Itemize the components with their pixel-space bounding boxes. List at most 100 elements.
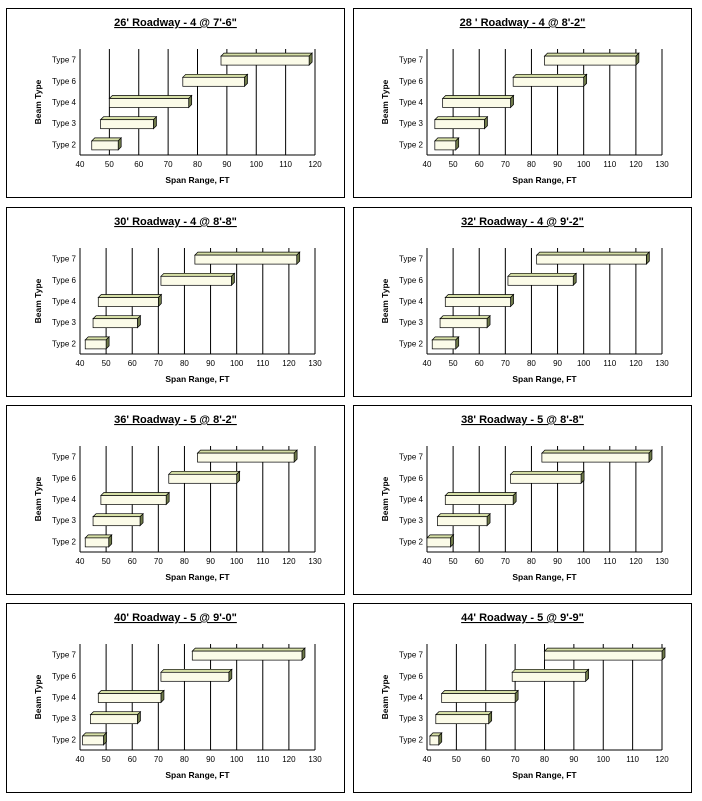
x-tick-label: 90 — [553, 359, 562, 368]
x-tick-label: 50 — [102, 359, 111, 368]
y-category-label: Type 4 — [52, 297, 77, 306]
bar-top-face — [97, 294, 163, 298]
bar-front-face — [90, 714, 138, 725]
y-axis-title: Beam Type — [33, 278, 43, 323]
range-bar-type-3 — [434, 710, 493, 725]
range-bar-type-3 — [92, 314, 142, 329]
range-bar-type-7 — [196, 449, 298, 463]
y-category-label: Type 6 — [52, 474, 77, 483]
chart-panel-28ft-roadway: 28 ' Roadway - 4 @ 8'-2" 40 50 60 70 80 90 100 1… — [353, 8, 692, 198]
x-tick-label: 90 — [222, 160, 231, 169]
x-tick-label: 50 — [449, 359, 458, 368]
y-category-label: Type 2 — [52, 735, 77, 744]
x-tick-label: 80 — [527, 160, 536, 169]
x-tick-label: 70 — [154, 557, 163, 566]
bar-top-face — [84, 534, 113, 539]
x-tick-label: 50 — [102, 557, 111, 566]
range-bar-type-3 — [92, 512, 144, 527]
x-tick-label: 90 — [553, 160, 562, 169]
y-category-label: Type 2 — [399, 537, 424, 546]
chart-title: 36' Roadway - 5 @ 8'-2" — [114, 414, 237, 426]
y-category-label: Type 3 — [52, 516, 77, 525]
y-category-label: Type 3 — [399, 119, 424, 128]
y-category-label: Type 2 — [399, 339, 424, 348]
y-category-label: Type 3 — [52, 714, 77, 723]
bar-front-face — [220, 55, 310, 66]
bar-front-face — [511, 671, 586, 682]
bar-top-face — [90, 137, 123, 142]
x-tick-label: 70 — [154, 755, 163, 764]
x-axis-title: Span Range, FT — [165, 572, 230, 582]
y-axis-title: Beam Type — [33, 674, 43, 719]
x-tick-label: 50 — [449, 160, 458, 169]
x-tick-label: 90 — [206, 359, 215, 368]
x-tick-label: 100 — [230, 755, 244, 764]
x-tick-label: 40 — [423, 557, 432, 566]
x-tick-label: 60 — [134, 160, 143, 169]
y-category-label: Type 7 — [52, 255, 77, 264]
x-tick-label: 40 — [423, 160, 432, 169]
y-category-label: Type 4 — [52, 98, 77, 107]
bar-front-face — [97, 297, 159, 307]
chart-panel-32ft-roadway: 32' Roadway - 4 @ 9'-2" 40 50 60 70 80 90 100 11… — [353, 207, 692, 397]
x-tick-label: 40 — [76, 557, 85, 566]
chart-panel-26ft-roadway: 26' Roadway - 4 @ 7'-6" 40 50 60 70 80 90 100 11… — [6, 8, 345, 198]
bar-top-face — [439, 315, 491, 320]
y-axis-title: Beam Type — [380, 278, 390, 323]
y-axis-title: Beam Type — [380, 476, 390, 521]
x-tick-label: 120 — [629, 160, 643, 169]
range-bar-type-3 — [439, 314, 491, 329]
x-tick-label: 130 — [308, 359, 322, 368]
bar-top-face — [444, 492, 518, 496]
bar-front-face — [91, 140, 119, 151]
bar-front-face — [84, 537, 110, 548]
y-axis-title: Beam Type — [380, 674, 390, 719]
x-axis-title: Span Range, FT — [512, 572, 577, 582]
bar-front-face — [160, 671, 230, 682]
range-bar-type-7 — [194, 251, 301, 265]
x-tick-label: 60 — [128, 557, 137, 566]
range-bar-type-3 — [99, 115, 158, 130]
bar-top-face — [181, 73, 249, 78]
y-category-label: Type 7 — [52, 453, 77, 462]
bar-top-face — [512, 73, 588, 78]
x-tick-label: 110 — [256, 359, 269, 368]
range-bar-type-2 — [433, 137, 460, 151]
x-tick-label: 120 — [629, 359, 643, 368]
x-tick-label: 110 — [603, 557, 616, 566]
range-bar-type-4 — [100, 491, 171, 506]
x-tick-label: 60 — [128, 755, 137, 764]
y-category-label: Type 4 — [52, 495, 77, 504]
bar-front-face — [182, 76, 245, 87]
bar-top-face — [426, 534, 455, 539]
bar-front-face — [82, 735, 104, 746]
chart-panel-44ft-roadway: 44' Roadway - 5 @ 9'-9" 40 50 60 70 80 90 100 11… — [353, 603, 692, 793]
bar-top-face — [160, 668, 233, 673]
x-tick-label: 110 — [626, 755, 639, 764]
bar-top-face — [89, 711, 142, 716]
y-category-label: Type 4 — [399, 693, 424, 702]
y-category-label: Type 2 — [399, 140, 424, 149]
y-category-label: Type 6 — [399, 474, 424, 483]
chart-svg: 36' Roadway - 5 @ 8'-2" 40 50 60 70 80 90 100 11… — [33, 414, 322, 582]
chart-panel-36ft-roadway: 36' Roadway - 5 @ 8'-2" 40 50 60 70 80 90 100 11… — [6, 405, 345, 595]
y-category-label: Type 7 — [399, 56, 424, 65]
y-category-label: Type 6 — [399, 672, 424, 681]
bar-front-face — [444, 495, 514, 505]
x-tick-label: 110 — [603, 359, 616, 368]
bar-top-face — [194, 251, 301, 256]
range-bar-type-3 — [89, 710, 142, 725]
range-bar-type-7 — [543, 647, 666, 661]
bar-front-face — [442, 98, 511, 108]
y-axis-title: Beam Type — [33, 476, 43, 521]
bar-top-face — [436, 513, 491, 518]
chart-svg: 38' Roadway - 5 @ 8'-8" 40 50 60 70 80 90 100 11… — [380, 414, 669, 582]
bar-front-face — [435, 714, 490, 725]
bar-top-face — [81, 732, 108, 737]
bar-front-face — [434, 119, 485, 130]
chart-svg: 30' Roadway - 4 @ 8'-8" 40 50 60 70 80 90 100 11… — [33, 216, 322, 384]
range-bar-type-6 — [160, 272, 236, 287]
bar-front-face — [544, 650, 663, 661]
bar-top-face — [191, 647, 306, 652]
x-tick-label: 120 — [282, 755, 296, 764]
